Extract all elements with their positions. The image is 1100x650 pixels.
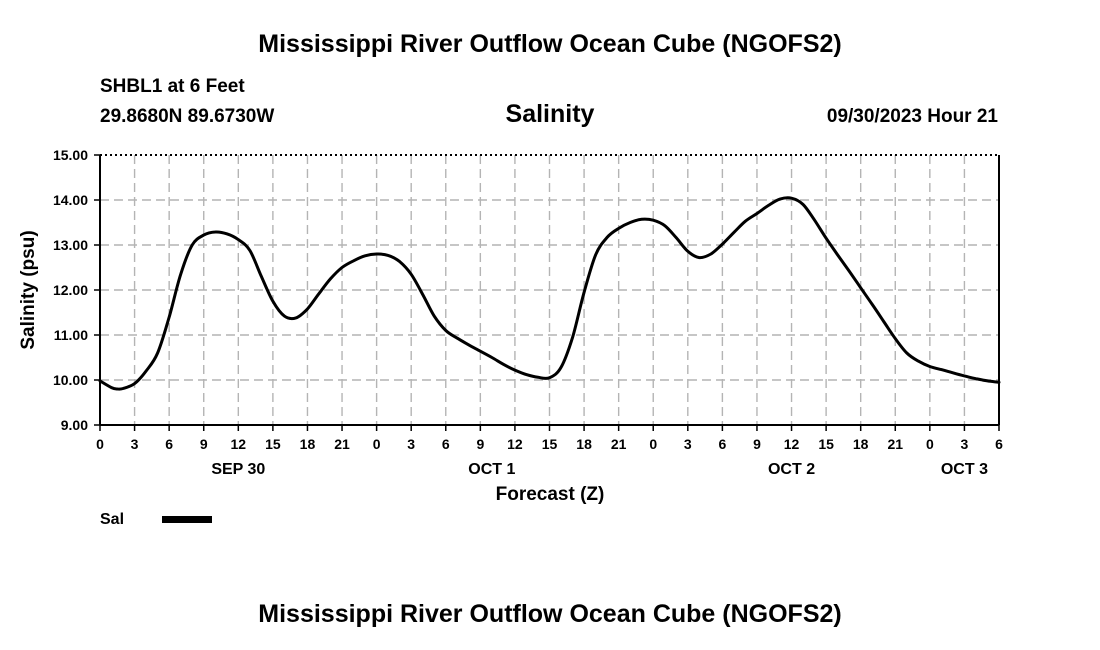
x-tick-label: 0 <box>96 436 104 452</box>
x-tick-label: 21 <box>611 436 627 452</box>
y-tick-label: 11.00 <box>54 327 88 343</box>
x-tick-label: 9 <box>476 436 484 452</box>
x-tick-label: 12 <box>231 436 247 452</box>
x-tick-label: 15 <box>265 436 281 452</box>
x-tick-label: 15 <box>542 436 558 452</box>
day-label: OCT 3 <box>941 461 988 478</box>
y-tick-label: 9.00 <box>61 417 88 433</box>
salinity-series-line <box>98 196 1001 391</box>
x-tick-label: 3 <box>961 436 969 452</box>
x-tick-label: 21 <box>334 436 350 452</box>
x-axis: 0 3 6 9 12 15 18 21 0 3 6 9 12 15 18 21 0 3 6 9 12 15 18 21 0 3 6 <box>96 425 1003 452</box>
salinity-chart: 9.00 10.00 11.00 12.00 13.00 14.00 15.00 0 3 6 9 1… <box>18 147 1003 505</box>
x-tick-label: 6 <box>995 436 1003 452</box>
legend-label: Sal <box>100 511 125 528</box>
day-label: OCT 2 <box>768 461 815 478</box>
variable-title: Salinity <box>505 100 595 128</box>
x-tick-label: 3 <box>684 436 692 452</box>
x-tick-label: 15 <box>818 436 834 452</box>
station-label: SHBL1 at 6 Feet <box>100 76 245 97</box>
x-tick-label: 0 <box>926 436 934 452</box>
y-tick-label: 12.00 <box>53 282 88 298</box>
x-tick-label: 18 <box>300 436 316 452</box>
series-group <box>98 196 1001 391</box>
x-tick-label: 18 <box>576 436 592 452</box>
y-tick-label: 14.00 <box>53 192 88 208</box>
x-tick-label: 6 <box>442 436 450 452</box>
y-axis: 9.00 10.00 11.00 12.00 13.00 14.00 15.00 <box>53 147 100 433</box>
day-label: SEP 30 <box>211 461 265 478</box>
x-tick-label: 12 <box>507 436 523 452</box>
y-axis-label: Salinity (psu) <box>18 230 39 349</box>
footer-title: Mississippi River Outflow Ocean Cube (NG… <box>258 600 842 628</box>
x-tick-label: 18 <box>853 436 869 452</box>
x-tick-label: 6 <box>165 436 173 452</box>
grid-lines <box>100 155 999 425</box>
y-tick-label: 10.00 <box>53 372 88 388</box>
station-coordinates: 29.8680N 89.6730W <box>100 106 275 127</box>
day-labels: SEP 30 OCT 1 OCT 2 OCT 3 <box>211 461 988 478</box>
forecast-datetime: 09/30/2023 Hour 21 <box>826 106 998 127</box>
x-tick-label: 9 <box>200 436 208 452</box>
y-tick-label: 15.00 <box>53 147 88 163</box>
x-tick-label: 3 <box>131 436 139 452</box>
y-tick-label: 13.00 <box>53 237 88 253</box>
x-tick-label: 6 <box>718 436 726 452</box>
x-tick-label: 0 <box>373 436 381 452</box>
x-tick-label: 12 <box>784 436 800 452</box>
legend-swatch <box>162 516 212 523</box>
x-tick-label: 3 <box>407 436 415 452</box>
x-axis-label: Forecast (Z) <box>496 484 605 505</box>
x-tick-label: 9 <box>753 436 761 452</box>
day-label: OCT 1 <box>468 461 515 478</box>
x-tick-label: 0 <box>649 436 657 452</box>
x-tick-label: 21 <box>887 436 903 452</box>
chart-title: Mississippi River Outflow Ocean Cube (NG… <box>258 30 842 58</box>
